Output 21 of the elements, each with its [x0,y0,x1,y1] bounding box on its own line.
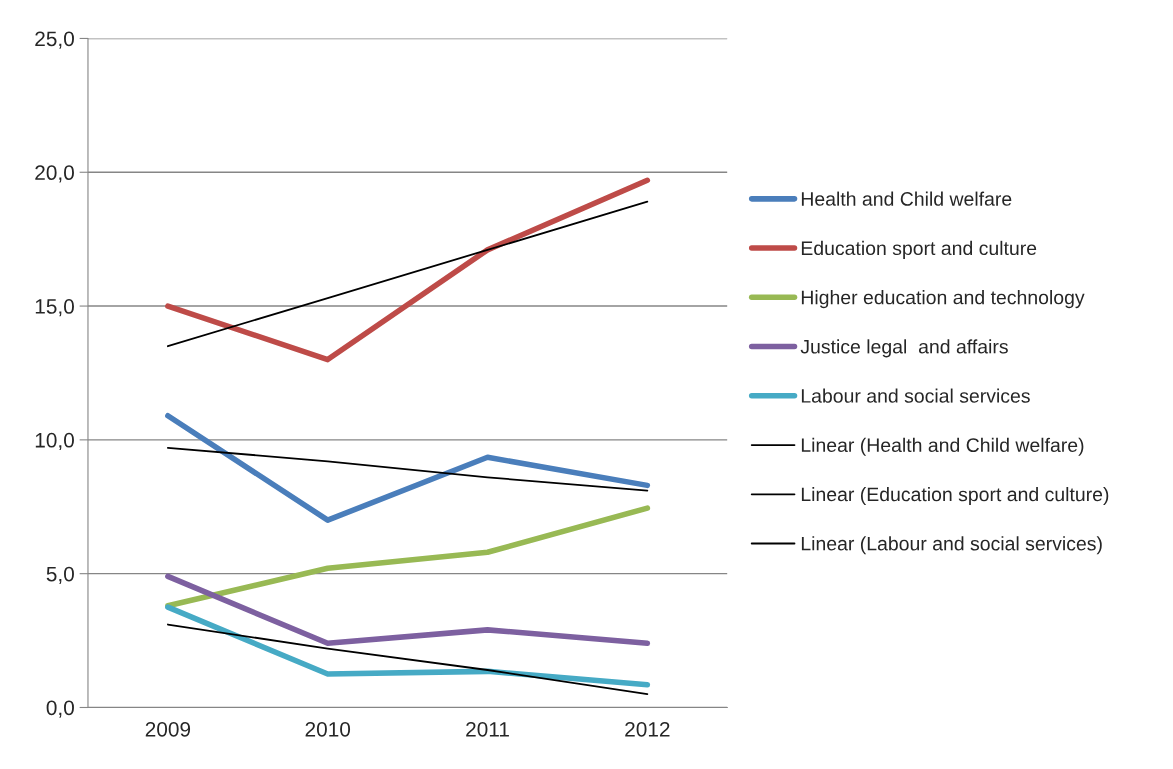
legend-label: Labour and social services [801,388,1030,403]
legend-label: Education sport and culture [801,240,1037,259]
y-tick-label: 20,0 [35,165,74,183]
legend-label: Higher education and technology [801,290,1085,309]
legend-label: Linear (Labour and social services) [801,536,1102,555]
y-tick-label: 15,0 [35,299,74,317]
y-tick-label: 5,0 [46,566,74,584]
line-series [166,446,649,492]
x-tick-label: 2010 [305,721,351,737]
x-tick-label: 2012 [625,721,670,737]
x-tick-label: 2011 [466,721,509,737]
legend-label: Linear (Education sport and culture) [801,486,1109,506]
line-series [166,200,649,348]
legend-label: Linear (Health and Child welfare) [801,437,1084,456]
y-tick-label: 10,0 [35,432,74,451]
line-series [166,623,649,696]
y-tick-label: 25,0 [35,31,74,49]
legend-label: Health and Child welfare [801,191,1012,206]
y-tick-label: 0,0 [46,700,74,718]
legend-label: Justice legal and affairs [800,339,1008,358]
x-tick-label: 2009 [145,721,191,737]
